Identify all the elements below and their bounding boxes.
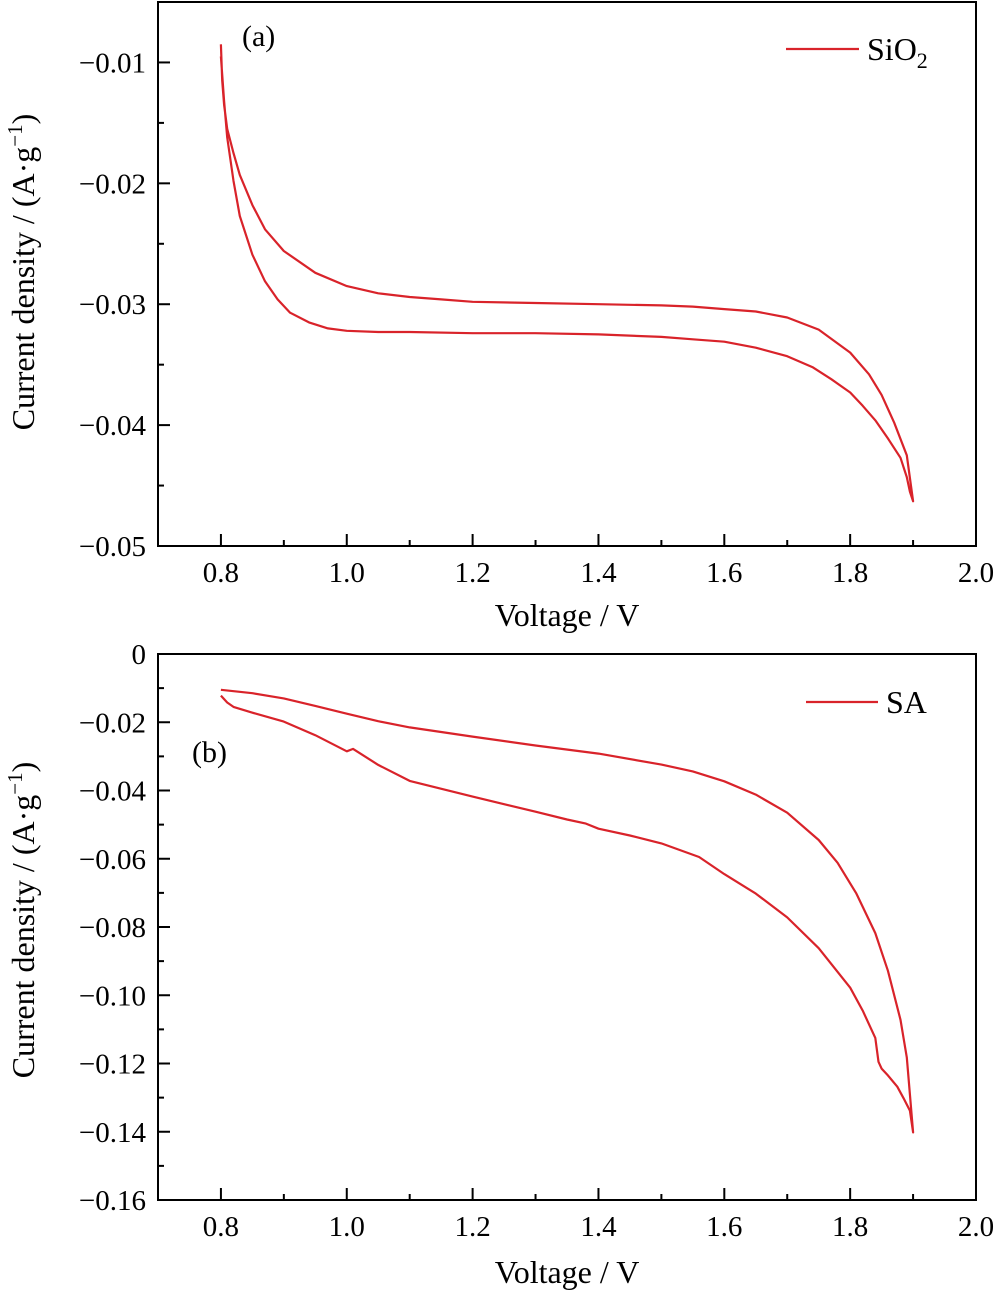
y-axis: −0.01 −0.02 −0.03 −0.04 −0.05 bbox=[79, 47, 170, 563]
legend-label-sa: SA bbox=[886, 684, 927, 720]
x-axis: 0.8 1.0 1.2 1.4 1.6 1.8 2.0 bbox=[157, 1188, 994, 1243]
y-axis-title-main: Current density / (A·g bbox=[5, 795, 41, 1079]
x-axis: 0.8 1.0 1.2 1.4 1.6 1.8 2.0 bbox=[157, 534, 994, 589]
y-tick-label: −0.02 bbox=[79, 168, 146, 200]
legend: SA bbox=[806, 684, 927, 720]
x-tick-label: 0.8 bbox=[203, 557, 239, 589]
y-axis-title-main: Current density / (A·g bbox=[5, 147, 41, 431]
y-tick-label: −0.03 bbox=[79, 289, 146, 321]
y-tick-label: −0.16 bbox=[79, 1185, 146, 1217]
legend-label-sio2: SiO2 bbox=[867, 31, 928, 73]
y-tick-label: −0.06 bbox=[79, 844, 146, 876]
y-axis-title-exponent: −1 bbox=[3, 772, 27, 794]
x-tick-label: 1.0 bbox=[329, 557, 365, 589]
x-tick-label: 1.6 bbox=[706, 557, 742, 589]
x-tick-label: 2.0 bbox=[958, 1211, 994, 1243]
y-tick-label: −0.04 bbox=[79, 410, 147, 442]
chart-panel-b: 0.8 1.0 1.2 1.4 1.6 1.8 2.0 0 −0.02 −0.04 −0.06 −0… bbox=[3, 639, 994, 1290]
x-tick-label: 1.0 bbox=[329, 1211, 365, 1243]
x-tick-label: 1.4 bbox=[580, 557, 617, 589]
legend: SiO2 bbox=[786, 31, 928, 73]
y-axis: 0 −0.02 −0.04 −0.06 −0.08 −0.10 −0.12 −0.14 −0.1… bbox=[79, 639, 170, 1217]
series-line-sa bbox=[220, 688, 915, 1134]
y-axis-title-end: ) bbox=[5, 762, 41, 773]
plot-frame bbox=[157, 1, 977, 547]
x-tick-label: 2.0 bbox=[958, 557, 994, 589]
y-axis-title-exponent: −1 bbox=[3, 124, 27, 146]
x-tick-label: 1.8 bbox=[832, 1211, 868, 1243]
x-tick-label: 0.8 bbox=[203, 1211, 239, 1243]
plot-frame bbox=[157, 653, 977, 1201]
series-line-sio2 bbox=[219, 44, 915, 503]
y-tick-label: −0.01 bbox=[79, 47, 146, 79]
x-tick-label: 1.8 bbox=[832, 557, 868, 589]
x-tick-label: 1.2 bbox=[454, 1211, 490, 1243]
y-axis-title: Current density / (A·g−1) bbox=[3, 762, 41, 1079]
y-axis-title: Current density / (A·g−1) bbox=[3, 114, 41, 431]
y-tick-label: −0.12 bbox=[79, 1049, 146, 1081]
legend-label-subscript: 2 bbox=[917, 48, 928, 73]
y-tick-label: −0.10 bbox=[79, 980, 146, 1012]
legend-label-base: SiO bbox=[867, 31, 917, 67]
chart-panel-a: 0.8 1.0 1.2 1.4 1.6 1.8 2.0 −0.01−0.02−0.03−0.… bbox=[3, 1, 994, 633]
y-tick-label: −0.04 bbox=[79, 776, 147, 808]
y-tick-label: −0.14 bbox=[79, 1117, 147, 1149]
panel-label: (a) bbox=[242, 20, 275, 53]
y-tick-label: 0 bbox=[132, 639, 147, 671]
y-tick-label: −0.05 bbox=[79, 531, 146, 563]
y-axis-title-end: ) bbox=[5, 114, 41, 125]
y-tick-label: −0.02 bbox=[79, 707, 146, 739]
x-axis-title: Voltage / V bbox=[495, 1254, 640, 1290]
x-tick-label: 1.6 bbox=[706, 1211, 742, 1243]
x-axis-title: Voltage / V bbox=[495, 597, 640, 633]
x-tick-label: 1.4 bbox=[580, 1211, 617, 1243]
x-tick-label: 1.2 bbox=[454, 557, 490, 589]
y-tick-label: −0.08 bbox=[79, 912, 146, 944]
panel-label: (b) bbox=[192, 736, 227, 769]
